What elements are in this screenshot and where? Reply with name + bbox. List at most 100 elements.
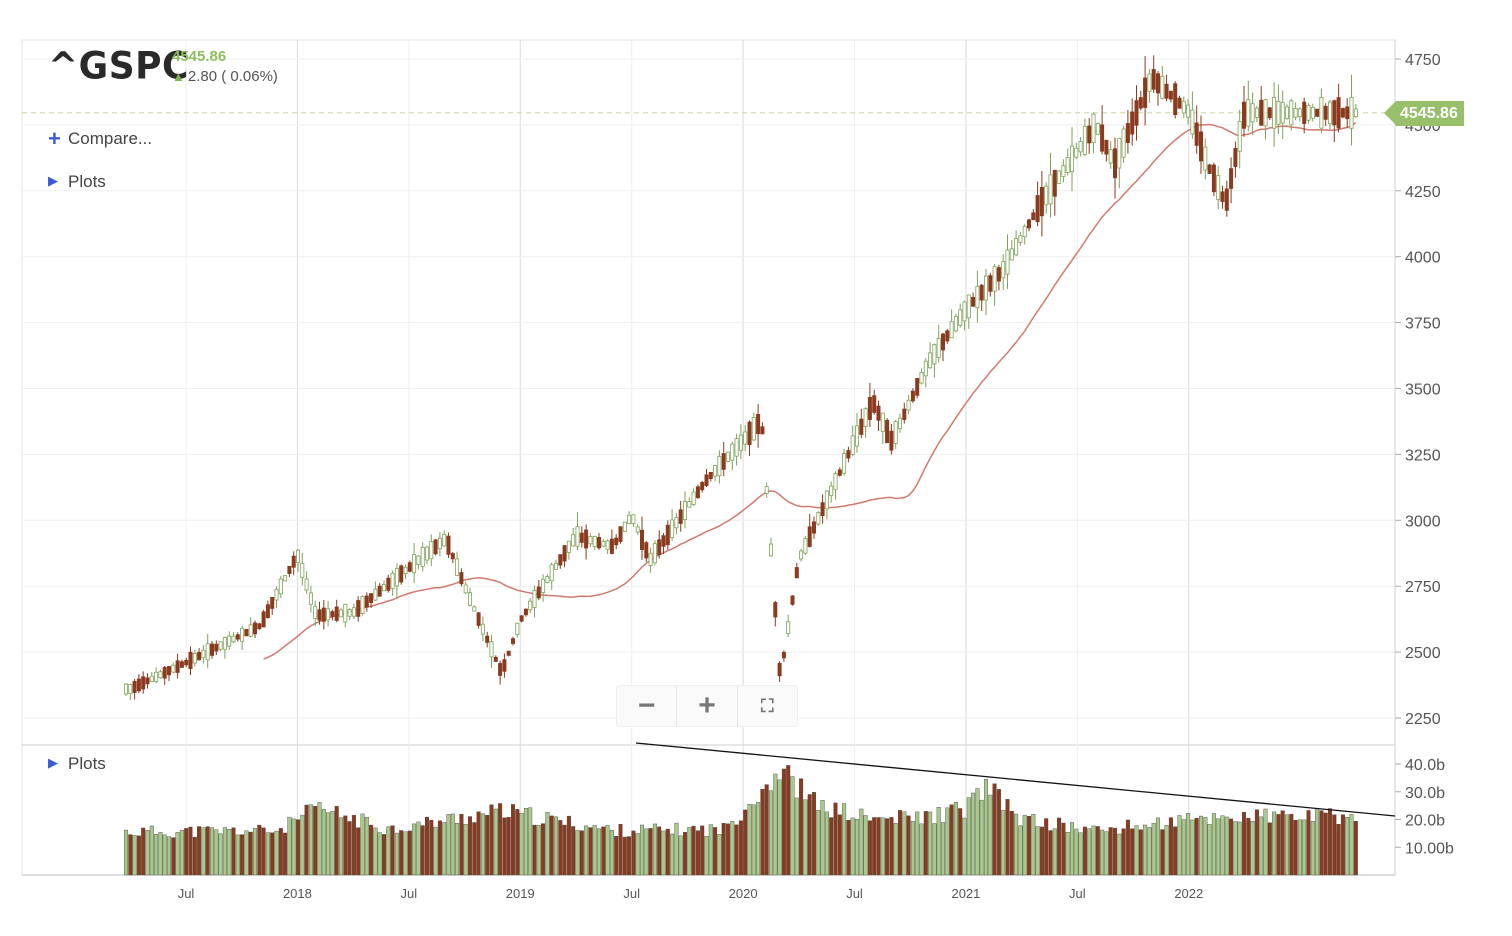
candle-body xyxy=(1014,238,1019,256)
volume-bar xyxy=(442,822,447,876)
candle-body xyxy=(867,397,872,420)
symbol-title: ^GSPC xyxy=(48,44,189,89)
candle-body xyxy=(833,473,838,491)
volume-bar xyxy=(996,789,1001,876)
candle-body xyxy=(274,588,279,601)
volume-bar xyxy=(351,815,356,876)
volume-bar xyxy=(321,809,326,876)
candle-body xyxy=(209,643,214,656)
compare-button[interactable]: + Compare... xyxy=(48,124,152,151)
candle-body xyxy=(1057,170,1062,184)
volume-bar xyxy=(670,833,675,876)
volume-bar xyxy=(867,820,872,876)
candle-body xyxy=(1310,106,1315,119)
volume-bar xyxy=(846,820,851,876)
candle-body xyxy=(192,653,197,664)
volume-bar xyxy=(979,799,984,876)
candle-body xyxy=(222,637,227,650)
candle-body xyxy=(1151,69,1156,90)
volume-bar xyxy=(941,822,946,876)
volume-bar xyxy=(188,826,193,876)
volume-bar xyxy=(175,832,180,876)
volume-bar xyxy=(192,836,197,876)
volume-bar xyxy=(476,811,481,876)
candle-body xyxy=(197,652,202,661)
candle-body xyxy=(1186,104,1191,118)
plots-toggle[interactable]: ▶ Plots xyxy=(48,172,106,192)
volume-plots-toggle[interactable]: ▶ Plots xyxy=(48,754,106,774)
axes: Jul 2018 Jul 2019 Jul 2020 Jul 2021 Jul 2022 4750 4… xyxy=(178,52,1454,901)
volume-bar xyxy=(231,827,236,876)
candle-body xyxy=(773,602,778,618)
candle-body xyxy=(459,572,464,585)
fullscreen-button[interactable]: ⛶ xyxy=(738,686,797,726)
zoom-out-button[interactable]: − xyxy=(617,686,678,726)
volume-bar xyxy=(635,833,640,876)
candle-body xyxy=(683,501,688,521)
candle-body xyxy=(889,430,894,451)
zoom-controls: − + ⛶ xyxy=(616,685,798,727)
candle-body xyxy=(618,526,623,542)
volume-bar xyxy=(162,834,167,876)
candle-body xyxy=(1052,169,1057,197)
volume-bar xyxy=(1284,814,1289,876)
volume-bar xyxy=(541,823,546,876)
candle-body xyxy=(885,419,890,444)
candle-body xyxy=(678,509,683,524)
candle-body xyxy=(1044,185,1049,206)
candle-body xyxy=(820,502,825,517)
candle-body xyxy=(1074,147,1079,158)
volume-bar xyxy=(648,828,653,876)
candle-body xyxy=(1323,105,1328,120)
candle-body xyxy=(713,465,718,477)
x-tick-label: 2018 xyxy=(283,886,312,901)
candle-body xyxy=(472,606,477,612)
candle-body xyxy=(1173,83,1178,116)
candle-body xyxy=(1087,125,1092,144)
volume-bar xyxy=(592,825,597,876)
volume-bar xyxy=(816,810,821,876)
volume-bar xyxy=(1250,821,1255,876)
candle-body xyxy=(1048,174,1053,205)
y-tick-label: 4750 xyxy=(1405,52,1441,69)
volume-bar xyxy=(373,827,378,876)
volume-bar xyxy=(184,828,189,876)
candle-body xyxy=(790,595,795,605)
volume-bar xyxy=(1211,813,1216,876)
volume-bar xyxy=(1207,824,1212,876)
volume-bar xyxy=(760,789,765,876)
volume-bar xyxy=(1009,810,1014,876)
candle-body xyxy=(708,471,713,479)
x-tick-label: 2021 xyxy=(951,886,980,901)
volume-bar xyxy=(812,792,817,876)
candle-body xyxy=(291,555,296,568)
candle-body xyxy=(270,596,275,609)
volume-bar xyxy=(377,832,382,876)
candle-body xyxy=(622,521,627,532)
volume-bar xyxy=(265,832,270,876)
candle-body xyxy=(1242,101,1247,129)
volume-bar xyxy=(343,815,348,876)
candle-body xyxy=(467,592,472,606)
volume-bar xyxy=(829,817,834,876)
volume-bar xyxy=(855,819,860,876)
candle-body xyxy=(1285,106,1290,120)
volume-bar xyxy=(287,816,292,876)
zoom-in-button[interactable]: + xyxy=(677,686,738,726)
candle-body xyxy=(566,540,571,553)
volume-bar xyxy=(1310,820,1315,876)
volume-bar xyxy=(480,813,485,876)
y-tick-label: 3000 xyxy=(1405,513,1441,530)
volume-bar xyxy=(1143,824,1148,876)
volume-bar xyxy=(1280,810,1285,876)
volume-bar xyxy=(984,779,989,876)
candle-body xyxy=(356,600,361,617)
volume-bar xyxy=(209,827,214,876)
candle-body xyxy=(1233,147,1238,167)
volume-bar xyxy=(691,825,696,876)
volume-bar xyxy=(455,823,460,876)
volume-bar xyxy=(399,830,404,876)
volume-plots-label: Plots xyxy=(68,754,106,773)
volume-bar xyxy=(412,823,417,876)
